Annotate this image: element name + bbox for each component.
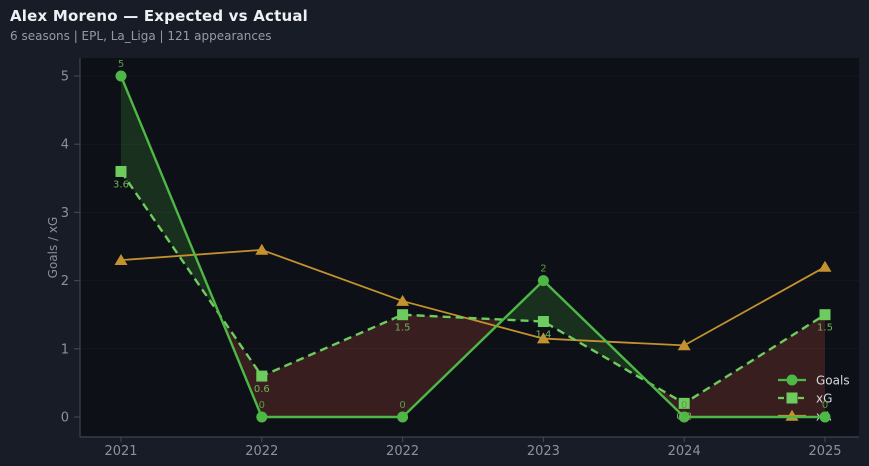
xa-point: [114, 253, 128, 265]
xg-point: [397, 309, 409, 321]
y-tick-label: 2: [61, 274, 69, 289]
xg-line: [120, 170, 826, 405]
goals-point-label: 5: [118, 59, 124, 70]
x-tick-label: 2025: [808, 444, 841, 459]
legend-label-xg: xG: [816, 392, 832, 406]
goals-point: [256, 411, 268, 423]
goals-point-label: 0: [399, 400, 405, 411]
goals-point-label: 2: [540, 264, 546, 275]
y-tick-label: 3: [61, 206, 69, 221]
xg-point: [678, 397, 690, 409]
x-tick-label: 2022: [386, 444, 419, 459]
chart-title: Alex Moreno — Expected vs Actual: [10, 7, 309, 25]
goals-point: [678, 411, 690, 423]
xg-point-label: 1.4: [535, 330, 551, 341]
goals-point-label: 0: [259, 400, 265, 411]
xa-point: [396, 294, 410, 306]
xg-above-goals-fill: [261, 314, 403, 417]
legend-item-goals: Goals: [778, 374, 850, 388]
y-tick-label: 0: [61, 411, 69, 426]
xg-point-label: 0.6: [254, 384, 270, 395]
xg-point: [256, 370, 268, 382]
y-tick-label: 5: [61, 70, 69, 85]
goals-point: [537, 275, 549, 287]
x-tick-label: 2023: [527, 444, 560, 459]
goals-point-label: 0: [681, 400, 687, 411]
y-axis-title: Goals / xG: [46, 217, 60, 279]
goals-legend-marker-icon: [786, 374, 798, 386]
xg-point-label: 1.5: [817, 323, 833, 334]
x-tick-label: 2024: [668, 444, 701, 459]
goals-line: [119, 75, 825, 419]
y-tick-label: 1: [61, 342, 69, 357]
xg-point-label: 0.2: [676, 411, 692, 422]
goals-point: [397, 411, 409, 423]
legend-item-xg: xG: [778, 392, 832, 406]
axes: 0 1 2 3 4 5 2021 2022 2022 2023 2024 2025 Goals / xG: [46, 58, 859, 459]
xg-legend-marker-icon: [786, 392, 798, 404]
xg-point: [115, 165, 127, 177]
xg-point: [819, 309, 831, 321]
chart-subtitle: 6 seasons | EPL, La_Liga | 121 appearanc…: [10, 29, 272, 43]
xa-point: [818, 260, 832, 272]
xg-point: [537, 316, 549, 328]
goals-point: [115, 70, 127, 82]
goals-point-label: 0: [822, 400, 828, 411]
y-tick-label: 4: [61, 138, 69, 153]
xg-point-label: 1.5: [395, 323, 411, 334]
xg-above-goals-fill: [684, 314, 825, 417]
x-tick-label: 2022: [245, 444, 278, 459]
legend-label-goals: Goals: [816, 374, 850, 388]
xg-point-label: 3.6: [113, 179, 129, 190]
xa-point: [536, 332, 550, 344]
xa-point: [677, 339, 691, 351]
xa-line: [120, 249, 826, 347]
x-tick-label: 2021: [104, 444, 137, 459]
goals-point: [819, 411, 831, 423]
xa-point: [255, 243, 269, 255]
